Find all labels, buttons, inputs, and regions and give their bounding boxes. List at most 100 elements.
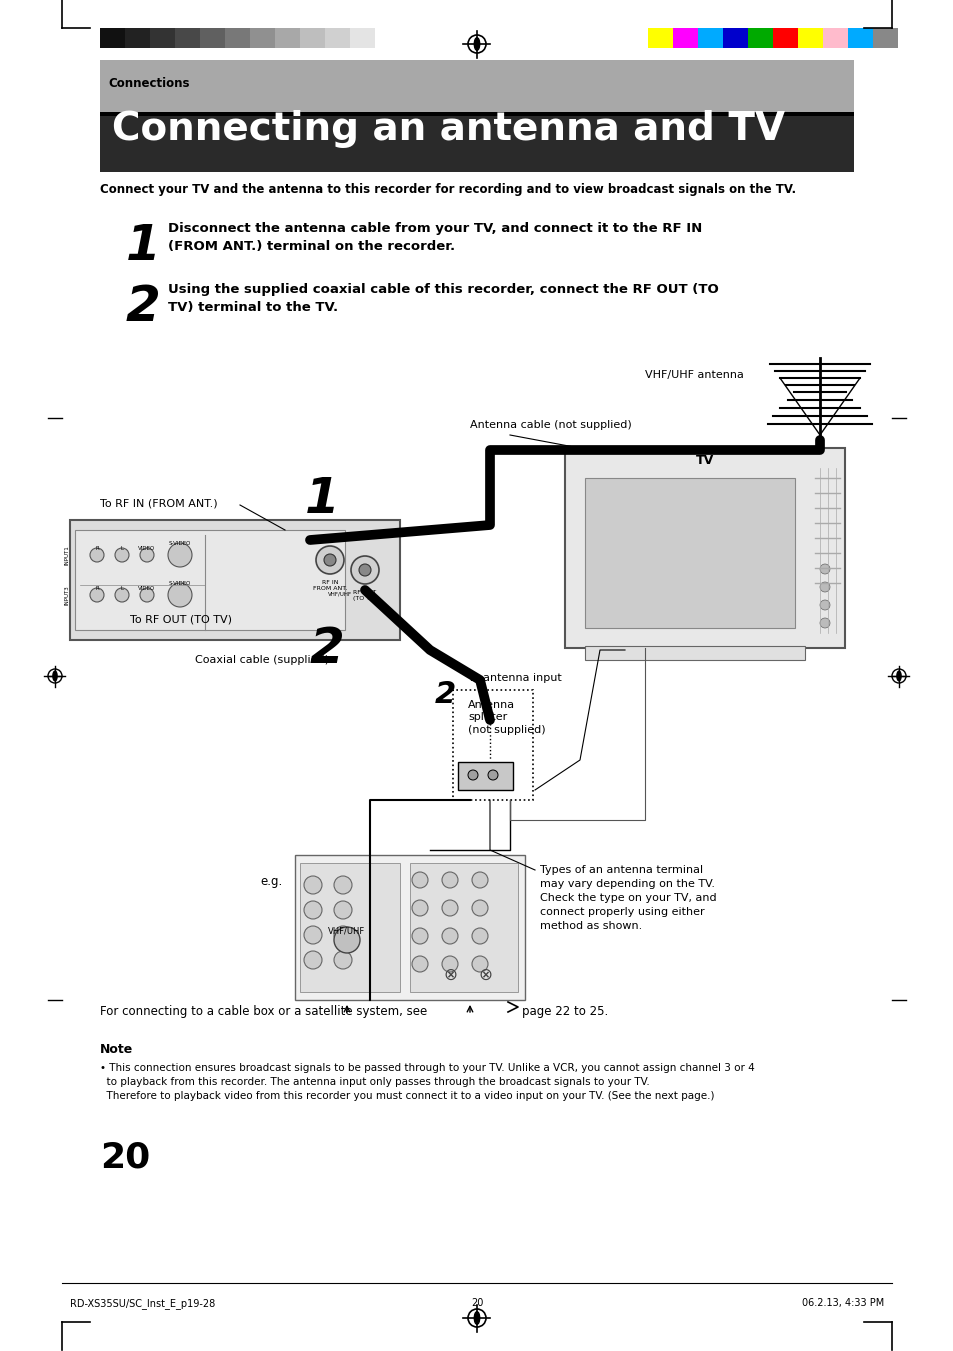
Text: VHF/UHF: VHF/UHF bbox=[328, 927, 365, 936]
Bar bbox=[772, 28, 797, 49]
Text: TV: TV bbox=[695, 454, 714, 467]
Text: 06.2.13, 4:33 PM: 06.2.13, 4:33 PM bbox=[801, 1298, 883, 1308]
Text: VHF/UHF antenna: VHF/UHF antenna bbox=[644, 370, 743, 380]
Text: Coaxial cable (supplied): Coaxial cable (supplied) bbox=[194, 655, 329, 665]
Bar bbox=[672, 28, 698, 49]
Bar bbox=[584, 646, 804, 661]
Circle shape bbox=[412, 928, 428, 944]
Bar bbox=[150, 28, 174, 49]
Text: To RF IN (FROM ANT.): To RF IN (FROM ANT.) bbox=[100, 499, 217, 508]
Circle shape bbox=[472, 900, 488, 916]
Bar bbox=[299, 28, 325, 49]
Bar bbox=[872, 28, 897, 49]
Text: INPUT3: INPUT3 bbox=[65, 585, 70, 605]
Text: L: L bbox=[120, 586, 123, 590]
Text: ⊗: ⊗ bbox=[442, 966, 456, 984]
Text: INPUT1: INPUT1 bbox=[65, 544, 70, 565]
Circle shape bbox=[334, 951, 352, 969]
Text: Antenna cable (not supplied): Antenna cable (not supplied) bbox=[470, 420, 631, 430]
Circle shape bbox=[115, 588, 129, 603]
Text: RD-XS35SU/SC_Inst_E_p19-28: RD-XS35SU/SC_Inst_E_p19-28 bbox=[70, 1298, 215, 1309]
Text: Disconnect the antenna cable from your TV, and connect it to the RF IN
(FROM ANT: Disconnect the antenna cable from your T… bbox=[168, 222, 701, 253]
Circle shape bbox=[304, 951, 322, 969]
Circle shape bbox=[820, 563, 829, 574]
Circle shape bbox=[90, 549, 104, 562]
Text: RF IN
FROM ANT.: RF IN FROM ANT. bbox=[313, 580, 347, 590]
Bar bbox=[564, 449, 844, 648]
Text: Connect your TV and the antenna to this recorder for recording and to view broad: Connect your TV and the antenna to this … bbox=[100, 182, 796, 196]
Bar bbox=[294, 855, 524, 1000]
Text: 20: 20 bbox=[471, 1298, 482, 1308]
Bar bbox=[847, 28, 872, 49]
Circle shape bbox=[140, 588, 153, 603]
Circle shape bbox=[820, 617, 829, 628]
Bar bbox=[250, 28, 274, 49]
Circle shape bbox=[334, 875, 352, 894]
Circle shape bbox=[168, 584, 192, 607]
Circle shape bbox=[472, 928, 488, 944]
Circle shape bbox=[472, 957, 488, 971]
Text: 2: 2 bbox=[435, 680, 456, 709]
Circle shape bbox=[412, 957, 428, 971]
Text: To antenna input: To antenna input bbox=[468, 673, 561, 684]
Circle shape bbox=[351, 557, 378, 584]
Ellipse shape bbox=[474, 38, 479, 50]
Bar bbox=[225, 28, 250, 49]
Text: R: R bbox=[95, 546, 99, 551]
Circle shape bbox=[315, 546, 344, 574]
Circle shape bbox=[334, 925, 352, 944]
Circle shape bbox=[304, 901, 322, 919]
Text: L: L bbox=[120, 546, 123, 551]
Circle shape bbox=[412, 900, 428, 916]
Circle shape bbox=[168, 543, 192, 567]
Bar bbox=[100, 112, 853, 118]
Circle shape bbox=[820, 600, 829, 611]
Bar bbox=[410, 863, 517, 992]
Circle shape bbox=[488, 770, 497, 780]
Bar bbox=[375, 28, 399, 49]
Text: To RF OUT (TO TV): To RF OUT (TO TV) bbox=[130, 613, 232, 624]
Bar bbox=[747, 28, 772, 49]
Text: S-VIDEO: S-VIDEO bbox=[169, 581, 191, 586]
Bar bbox=[698, 28, 722, 49]
Text: VIDEO: VIDEO bbox=[138, 586, 155, 590]
Bar bbox=[75, 530, 345, 630]
Bar bbox=[325, 28, 350, 49]
Ellipse shape bbox=[52, 671, 57, 681]
Text: 2: 2 bbox=[126, 282, 161, 331]
Bar bbox=[174, 28, 200, 49]
Text: Note: Note bbox=[100, 1043, 133, 1056]
Circle shape bbox=[324, 554, 335, 566]
Bar bbox=[200, 28, 225, 49]
Bar bbox=[350, 28, 375, 49]
Text: VIDEO: VIDEO bbox=[138, 546, 155, 551]
Bar bbox=[822, 28, 847, 49]
Text: 1: 1 bbox=[305, 476, 339, 523]
Circle shape bbox=[441, 957, 457, 971]
Bar bbox=[722, 28, 747, 49]
Text: 20: 20 bbox=[100, 1140, 150, 1174]
Text: R: R bbox=[95, 586, 99, 590]
Text: ⊗: ⊗ bbox=[477, 966, 492, 984]
Bar bbox=[453, 690, 533, 800]
Text: RF OUT
(TO TV): RF OUT (TO TV) bbox=[353, 590, 376, 601]
Bar bbox=[299, 863, 399, 992]
Bar bbox=[797, 28, 822, 49]
Text: page 22 to 25.: page 22 to 25. bbox=[521, 1005, 608, 1019]
Circle shape bbox=[441, 928, 457, 944]
Text: VHF/UHF: VHF/UHF bbox=[328, 592, 352, 597]
Circle shape bbox=[304, 925, 322, 944]
Bar bbox=[70, 520, 399, 640]
Ellipse shape bbox=[474, 1312, 479, 1324]
Circle shape bbox=[472, 871, 488, 888]
Circle shape bbox=[358, 563, 371, 576]
Text: Connecting an antenna and TV: Connecting an antenna and TV bbox=[112, 109, 784, 149]
Text: • This connection ensures broadcast signals to be passed through to your TV. Unl: • This connection ensures broadcast sign… bbox=[100, 1063, 754, 1101]
Bar bbox=[100, 28, 125, 49]
Circle shape bbox=[412, 871, 428, 888]
Circle shape bbox=[334, 927, 359, 952]
Text: e.g.: e.g. bbox=[260, 875, 282, 888]
Text: 1: 1 bbox=[126, 222, 161, 270]
Text: For connecting to a cable box or a satellite system, see: For connecting to a cable box or a satel… bbox=[100, 1005, 427, 1019]
Circle shape bbox=[90, 588, 104, 603]
